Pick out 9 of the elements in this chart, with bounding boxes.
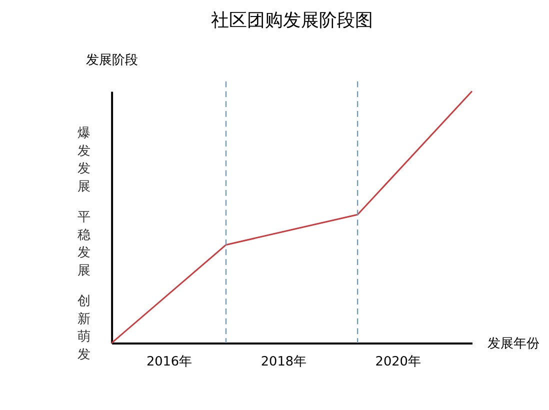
x-axis-title: 发展年份 <box>488 336 540 352</box>
y-axis-title: 发展阶段 <box>86 53 138 68</box>
text: 创新萌发 <box>77 294 90 362</box>
text: 爆发发展 <box>77 126 90 194</box>
x-tick-label: 2018年 <box>260 354 307 370</box>
text: 平稳发展 <box>77 210 90 278</box>
chart-title: 社区团购发展阶段图 <box>210 11 373 32</box>
x-tick-label: 2016年 <box>146 354 192 370</box>
x-tick-label: 2020年 <box>375 354 421 370</box>
